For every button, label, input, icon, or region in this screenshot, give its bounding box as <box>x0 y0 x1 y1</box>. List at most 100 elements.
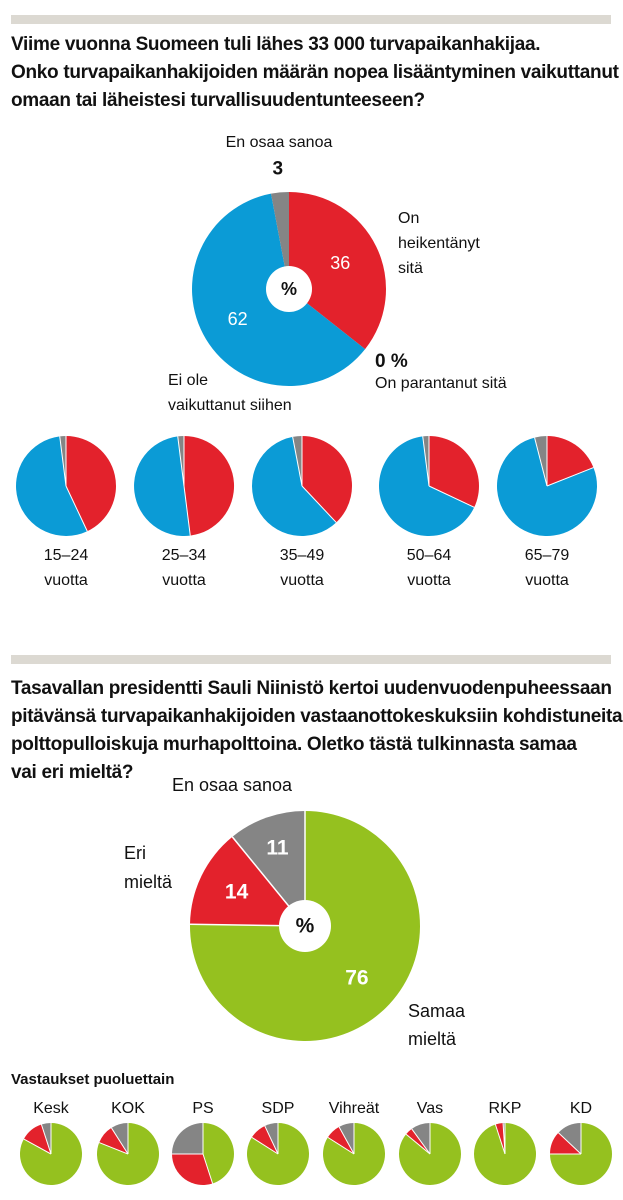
slice-separator <box>327 1136 355 1155</box>
category-label-eri: mieltä <box>124 872 173 892</box>
data-label-parantanut: 0 % <box>375 351 408 372</box>
category-label-heikentanyt: sitä <box>398 260 423 277</box>
question-2-line: pitävänsä turvapaikanhakijoiden vastaano… <box>11 706 623 727</box>
category-label-ei-vaikuttanut: Ei ole <box>168 372 208 389</box>
party-pie-slice-eri-mielta <box>251 1125 278 1154</box>
category-label-heikentanyt: heikentänyt <box>398 235 480 252</box>
pie-slice-en-osaa-sanoa <box>232 811 305 926</box>
question-2-line: Tasavallan presidentti Sauli Niinistö ke… <box>11 678 612 699</box>
party-section-title: Vastaukset puoluettain <box>11 1071 174 1088</box>
slice-separator <box>65 485 88 532</box>
age-pie-slice-on-heikentanyt-sita <box>429 436 479 508</box>
age-group-label: vuotta <box>162 572 206 589</box>
pie-center-label: % <box>281 279 297 299</box>
data-label-en-osaa: 3 <box>273 159 284 180</box>
party-label: Vas <box>417 1100 443 1117</box>
party-pie-slice-eri-mielta <box>550 1132 581 1154</box>
age-pie-slice-on-heikentanyt-sita <box>66 436 116 532</box>
slice-separator <box>301 485 337 523</box>
age-pie-slice-ei-ole-vaikuttanut-siihen <box>134 436 191 536</box>
category-label-en-osaa: En osaa sanoa <box>226 134 333 151</box>
slice-separator <box>428 485 475 508</box>
data-label-heikentanyt: 36 <box>330 253 350 273</box>
slice-separator <box>202 1153 214 1184</box>
section-divider <box>11 655 611 664</box>
pie-slice-on-heikentanyt-sita <box>289 192 387 350</box>
slice-separator <box>422 436 430 487</box>
party-pie-slice-eri-mielta <box>327 1126 354 1154</box>
data-label-samaa: 76 <box>345 966 368 989</box>
party-pie-slice-en-osaa-sanoa <box>411 1123 430 1154</box>
age-group-label: vuotta <box>407 572 451 589</box>
age-group-label: vuotta <box>525 572 569 589</box>
age-pie-slice-ei-ole-vaikuttanut-siihen <box>251 436 337 537</box>
pie-slice-eri-mielta <box>190 836 305 926</box>
slice-separator <box>264 1125 279 1155</box>
slice-separator <box>405 1133 431 1155</box>
slice-separator <box>23 1138 52 1155</box>
age-pie-slice-ei-ole-vaikuttanut-siihen <box>497 437 598 536</box>
slice-separator <box>338 1126 355 1155</box>
pie-center-hole <box>266 266 312 312</box>
party-pie-slice-eri-mielta <box>23 1124 51 1154</box>
party-label: RKP <box>489 1100 522 1117</box>
age-pie-slice-ei-ole-vaikuttanut-siihen <box>379 436 475 536</box>
slice-separator <box>110 1127 129 1155</box>
age-group-label: vuotta <box>44 572 88 589</box>
age-pie-slice-on-heikentanyt-sita <box>184 436 235 536</box>
age-pie-slice-on-heikentanyt-sita <box>547 435 594 486</box>
slice-separator <box>177 436 185 487</box>
pie-slice-en-osaa-sanoa <box>271 192 289 289</box>
party-label: SDP <box>262 1100 295 1117</box>
data-label-en-osaa: 11 <box>266 836 289 859</box>
slice-separator <box>411 1128 431 1155</box>
age-group-label: 35–49 <box>280 547 325 564</box>
slice-separator <box>251 1136 279 1155</box>
party-pie-slice-samaa-mielta <box>203 1123 234 1184</box>
party-label: Vihreät <box>329 1100 380 1117</box>
age-pie-slice-ei-ole-vaikuttanut-siihen <box>16 436 88 536</box>
category-label-ei-vaikuttanut: vaikuttanut siihen <box>168 397 292 414</box>
slice-separator <box>502 1123 506 1155</box>
question-1-line: omaan tai läheistesi turvallisuudentunte… <box>11 90 425 111</box>
category-label-samaa: Samaa <box>408 1001 466 1021</box>
party-pie-slice-eri-mielta <box>172 1154 213 1185</box>
slice-separator <box>546 467 594 487</box>
age-pie-slice-on-heikentanyt-sita <box>302 436 353 523</box>
question-2-line: vai eri mieltä? <box>11 762 134 783</box>
party-pie-slice-en-osaa-sanoa <box>111 1123 128 1154</box>
slice-separator <box>534 437 548 487</box>
age-group-label: vuotta <box>280 572 324 589</box>
party-label: PS <box>192 1100 213 1117</box>
data-label-eri: 14 <box>225 880 249 903</box>
party-label: KOK <box>111 1100 145 1117</box>
data-label-ei-vaikuttanut: 62 <box>228 309 248 329</box>
slice-separator <box>292 436 303 487</box>
party-pie-slice-en-osaa-sanoa <box>172 1123 203 1154</box>
age-group-label: 65–79 <box>525 547 570 564</box>
slice-separator <box>40 1124 52 1155</box>
party-pie-slice-eri-mielta <box>406 1128 430 1154</box>
slice-separator <box>98 1142 129 1155</box>
category-label-heikentanyt: On <box>398 210 419 227</box>
age-group-label: 15–24 <box>44 547 89 564</box>
slice-separator <box>494 1124 506 1155</box>
question-1-line: Onko turvapaikanhakijoiden määrän nopea … <box>11 62 619 83</box>
party-pie-slice-en-osaa-sanoa <box>558 1123 581 1154</box>
category-label-parantanut: On parantanut sitä <box>375 375 507 392</box>
pie-center-hole <box>279 900 331 952</box>
slice-separator <box>59 436 67 487</box>
slice-separator <box>558 1132 582 1155</box>
slice-separator <box>183 485 191 536</box>
category-label-en-osaa: En osaa sanoa <box>172 775 293 795</box>
top-divider <box>11 15 611 24</box>
pie-center-label: % <box>296 915 315 938</box>
question-1-heading: Viime vuonna Suomeen tuli lähes 33 000 t… <box>11 31 619 115</box>
age-group-label: 25–34 <box>162 547 207 564</box>
party-label: KD <box>570 1100 592 1117</box>
category-label-eri: Eri <box>124 843 146 863</box>
question-1-line: Viime vuonna Suomeen tuli lähes 33 000 t… <box>11 34 541 55</box>
question-2-line: polttopulloiskuja murhapolttoina. Oletko… <box>11 734 577 755</box>
age-group-label: 50–64 <box>407 547 452 564</box>
